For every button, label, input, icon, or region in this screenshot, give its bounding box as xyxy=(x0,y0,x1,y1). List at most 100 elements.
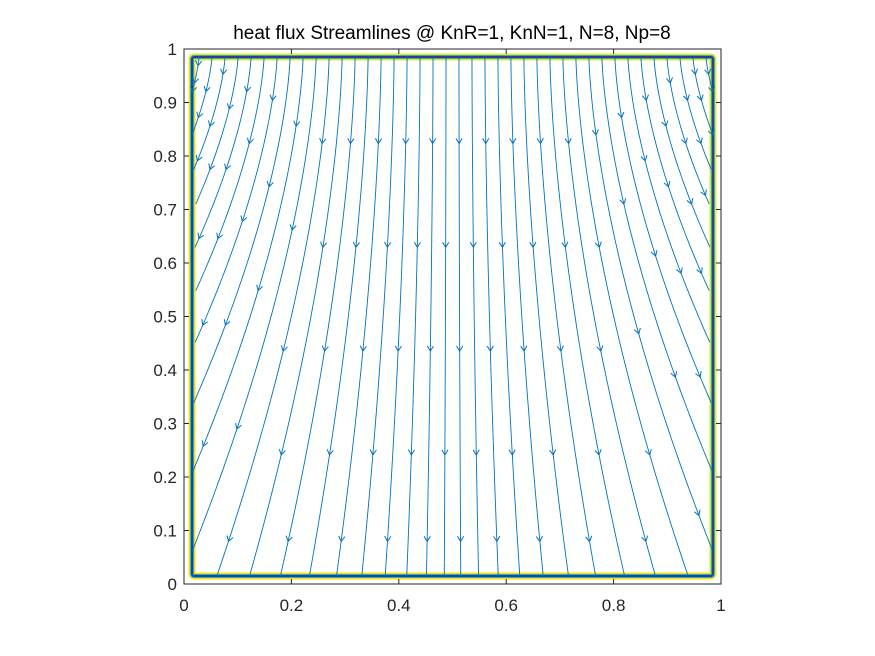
streamline xyxy=(666,56,710,205)
streamline xyxy=(601,56,713,473)
streamline-arrow xyxy=(498,241,506,249)
streamline xyxy=(627,56,711,343)
streamline-arrow xyxy=(289,224,297,231)
streamline-arrow xyxy=(285,535,293,543)
streamline-arrow xyxy=(195,59,203,67)
streamline-arrows xyxy=(190,59,715,543)
streamline-arrow xyxy=(278,449,286,456)
streamline-arrow xyxy=(384,241,392,249)
streamline-arrow xyxy=(293,120,301,128)
streamline-arrow xyxy=(594,241,602,249)
streamline xyxy=(653,56,711,248)
streamline xyxy=(195,56,265,291)
streamline-arrow xyxy=(594,449,602,456)
y-tick-label: 0 xyxy=(168,575,177,594)
streamline-arrow xyxy=(596,345,604,353)
streamline-arrow xyxy=(269,94,277,102)
streamline-arrow xyxy=(455,138,463,145)
streamline-arrow xyxy=(561,241,569,249)
streamline-arrow xyxy=(423,535,431,543)
streamline-arrow xyxy=(704,68,712,76)
streamline-arrow xyxy=(641,535,649,543)
streamline-arrow xyxy=(224,163,231,171)
streamline-arrow xyxy=(617,111,625,119)
streamline-arrow xyxy=(352,241,360,249)
streamline xyxy=(191,56,200,92)
streamline-arrow xyxy=(676,267,683,275)
streamline-arrow xyxy=(680,137,688,145)
y-tick-label: 0.4 xyxy=(153,361,177,380)
streamline xyxy=(588,57,713,551)
streamline-arrow xyxy=(256,284,263,292)
streamline-arrow xyxy=(338,535,346,543)
streamline-arrow xyxy=(700,189,707,197)
x-tick-label: 0.6 xyxy=(494,596,518,615)
streamline-arrow xyxy=(226,535,234,543)
streamlines xyxy=(191,56,714,577)
streamline-arrow xyxy=(486,345,494,353)
streamline-arrow xyxy=(693,509,701,517)
streamline-arrow xyxy=(369,449,377,456)
streamline-arrow xyxy=(374,138,383,145)
streamline-arrow xyxy=(347,137,355,145)
streamline-arrow xyxy=(240,215,248,223)
streamline-arrow xyxy=(208,163,216,171)
streamline xyxy=(361,57,395,577)
streamline xyxy=(549,57,626,577)
x-tick-label: 0.2 xyxy=(280,596,304,615)
streamline-arrow xyxy=(641,94,649,102)
streamline-arrow xyxy=(670,371,678,378)
x-tick-label: 1 xyxy=(716,596,725,615)
streamline-arrow xyxy=(591,129,599,136)
streamline-arrow xyxy=(243,85,251,93)
streamline-arrow xyxy=(246,137,254,145)
streamline-arrow xyxy=(634,327,641,335)
streamline-arrow xyxy=(663,180,671,188)
streamline-arrow xyxy=(359,345,367,353)
y-tick-label: 0.9 xyxy=(153,94,177,113)
streamline-arrow xyxy=(469,241,477,249)
streamline-arrow xyxy=(216,232,223,240)
streamline-arrow xyxy=(196,111,204,119)
streamline-arrow xyxy=(619,198,627,205)
streamline-arrow xyxy=(696,137,703,145)
streamline-arrow xyxy=(686,198,694,205)
streamline xyxy=(194,56,252,248)
streamline xyxy=(193,56,291,404)
streamline-arrow xyxy=(192,77,200,84)
streamline xyxy=(443,57,447,576)
streamline xyxy=(497,57,521,577)
streamline-arrow xyxy=(520,345,528,353)
x-tick-label: 0 xyxy=(179,596,188,615)
streamline xyxy=(194,56,278,343)
streamline-arrow xyxy=(493,535,501,543)
y-tick-label: 0.1 xyxy=(153,522,177,541)
streamline-arrow xyxy=(226,103,234,110)
streamline xyxy=(471,57,479,576)
streamline-arrow xyxy=(223,319,231,327)
streamline-arrow xyxy=(413,241,421,249)
y-tick-label: 0.8 xyxy=(153,147,177,166)
y-tick-label: 0.2 xyxy=(153,468,177,487)
x-axis-ticks: 0 0.2 0.4 0.6 0.8 1 xyxy=(179,49,726,615)
y-axis-ticks: 0 0.1 0.2 0.3 0.4 0.5 0.6 0.7 0.8 0.9 1 xyxy=(153,40,721,594)
streamline-arrow xyxy=(197,232,205,240)
streamline xyxy=(191,56,213,136)
domain-boundary xyxy=(188,53,717,580)
streamline-arrow xyxy=(682,94,690,102)
chart-title: heat flux Streamlines @ KnR=1, KnN=1, N=… xyxy=(233,23,671,44)
streamline xyxy=(679,56,712,170)
streamline-arrow xyxy=(644,448,652,456)
streamline-arrow xyxy=(708,85,715,93)
streamline-arrow xyxy=(665,77,673,84)
y-tick-label: 0.6 xyxy=(153,254,177,273)
streamline-arrow xyxy=(384,535,392,543)
streamline-arrow xyxy=(650,250,658,257)
streamline-arrow xyxy=(691,68,699,76)
streamline-arrow xyxy=(321,345,329,353)
streamline-arrow xyxy=(536,137,544,145)
streamline-arrow xyxy=(456,535,465,543)
streamline-arrow xyxy=(235,422,242,430)
streamline-arrow xyxy=(472,449,480,456)
streamline-arrow xyxy=(220,68,228,76)
